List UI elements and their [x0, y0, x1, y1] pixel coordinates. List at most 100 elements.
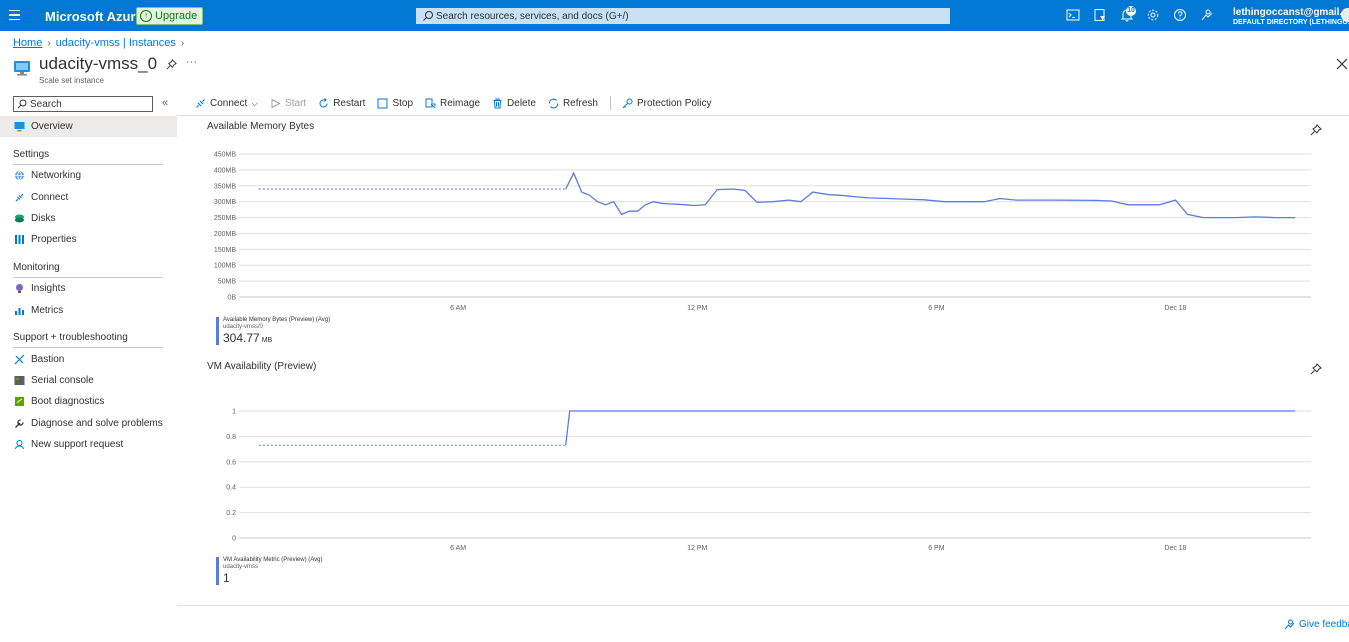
plug-icon [13, 192, 25, 204]
availability-chart-legend[interactable]: VM Availability Metric (Preview) (Avg) u… [216, 557, 322, 585]
divider [177, 605, 1349, 606]
protection-policy-label: Protection Policy [636, 97, 712, 109]
connect-label: Connect [210, 97, 248, 109]
y-tick-label: 100MB [214, 263, 237, 270]
legend-value: 1 [223, 571, 230, 585]
sidebar-search-input[interactable] [13, 96, 153, 112]
help-icon[interactable] [1173, 8, 1187, 22]
breadcrumb: Home › udacity-vmss | Instances › [13, 37, 184, 49]
sidebar-item-label: Metrics [31, 305, 64, 316]
sidebar-item-metrics[interactable]: Metrics [0, 300, 177, 321]
sidebar-item-overview[interactable]: Overview [0, 116, 177, 137]
y-tick-label: 200MB [214, 231, 237, 238]
legend-series-name: Available Memory Bytes (Preview) (Avg) [223, 317, 331, 323]
sidebar-item-boot-diagnostics[interactable]: Boot diagnostics [0, 391, 177, 412]
sidebar-item-bastion[interactable]: Bastion [0, 349, 177, 370]
sidebar-section-settings: Settings [13, 149, 163, 165]
metrics-icon [13, 305, 25, 317]
sidebar-item-properties[interactable]: Properties [0, 229, 177, 250]
sidebar-item-new-support-request[interactable]: New support request [0, 434, 177, 455]
chart-title-memory: Available Memory Bytes [207, 121, 315, 132]
start-label: Start [285, 97, 307, 109]
account-email: lethingoccanst@gmail.c... [1233, 7, 1349, 18]
search-icon [17, 99, 27, 109]
sidebar-item-label: Diagnose and solve problems [31, 418, 163, 429]
y-tick-label: 400MB [214, 167, 237, 174]
sidebar-section-support: Support + troubleshooting [13, 332, 163, 348]
serial-console-icon [13, 375, 25, 387]
sidebar-item-networking[interactable]: Networking [0, 165, 177, 186]
y-tick-label: 0.2 [226, 510, 236, 517]
account-directory: DEFAULT DIRECTORY (LETHINGO... [1233, 19, 1349, 26]
sidebar-item-connect[interactable]: Connect [0, 187, 177, 208]
sidebar-item-disks[interactable]: Disks [0, 208, 177, 229]
cloud-shell-icon[interactable] [1066, 8, 1080, 22]
feedback-icon [1284, 619, 1295, 630]
command-bar: Connect ⌵ Start Restart Stop Reimage Del… [195, 96, 723, 110]
breadcrumb-instances[interactable]: udacity-vmss | Instances [55, 37, 176, 49]
protection-policy-button[interactable]: Protection Policy [622, 98, 711, 109]
brand-name[interactable]: Microsoft Azure [45, 9, 143, 24]
delete-label: Delete [507, 97, 536, 109]
properties-icon [13, 234, 25, 246]
notifications-badge: 10 [1126, 6, 1136, 16]
y-tick-label: 450MB [214, 152, 237, 159]
stop-icon [377, 98, 388, 108]
chevron-right-icon: › [180, 37, 185, 49]
global-search-input[interactable] [416, 8, 950, 24]
chevron-down-icon: ⌵ [251, 97, 259, 108]
directory-filter-icon[interactable] [1093, 8, 1107, 22]
chart-title-availability: VM Availability (Preview) [207, 361, 317, 372]
arrow-up-icon: ↑ [140, 10, 152, 22]
restart-button[interactable]: Restart [318, 98, 365, 109]
disks-icon [13, 213, 25, 225]
delete-button[interactable]: Delete [492, 98, 536, 109]
settings-gear-icon[interactable] [1146, 8, 1160, 22]
collapse-sidebar-icon[interactable]: « [162, 97, 169, 109]
more-options-icon[interactable]: ··· [186, 56, 197, 68]
feedback-icon[interactable] [1200, 8, 1214, 22]
sidebar-item-insights[interactable]: Insights [0, 278, 177, 299]
avatar[interactable] [1341, 8, 1349, 22]
divider [177, 115, 1349, 116]
hamburger-menu-icon[interactable] [9, 7, 23, 23]
sidebar-item-diagnose[interactable]: Diagnose and solve problems [0, 413, 177, 434]
refresh-button[interactable]: Refresh [548, 98, 598, 109]
close-icon[interactable] [1336, 58, 1348, 70]
y-tick-label: 0.6 [226, 459, 236, 466]
sidebar-item-serial-console[interactable]: Serial console [0, 370, 177, 391]
x-tick-label: 12 PM [687, 545, 707, 552]
pin-icon[interactable] [1310, 124, 1322, 136]
y-tick-label: 0.4 [226, 485, 236, 492]
give-feedback-link[interactable]: Give feedbac [1284, 619, 1349, 630]
y-tick-label: 250MB [214, 215, 237, 222]
connect-button[interactable]: Connect ⌵ [195, 98, 258, 109]
reimage-button[interactable]: Reimage [425, 98, 480, 109]
memory-chart-legend[interactable]: Available Memory Bytes (Preview) (Avg) u… [216, 317, 330, 345]
wrench-icon [13, 418, 25, 430]
upgrade-button[interactable]: ↑ Upgrade [136, 7, 204, 25]
sidebar-item-label: Bastion [31, 354, 65, 365]
chevron-right-icon: › [47, 37, 51, 49]
x-tick-label: Dec 18 [1164, 545, 1186, 552]
legend-unit: MB [261, 337, 273, 344]
account-menu[interactable]: lethingoccanst@gmail.c... DEFAULT DIRECT… [1233, 7, 1349, 27]
refresh-icon [548, 98, 558, 108]
breadcrumb-home[interactable]: Home [13, 37, 43, 49]
network-icon [13, 170, 25, 182]
give-feedback-label: Give feedbac [1299, 619, 1349, 630]
toolbar-divider [609, 96, 611, 110]
x-tick-label: 6 PM [928, 305, 945, 312]
sidebar-item-label: Overview [31, 121, 73, 132]
start-button[interactable]: Start [270, 98, 306, 109]
pin-icon[interactable] [1310, 363, 1322, 375]
plug-icon [196, 98, 205, 108]
stop-button[interactable]: Stop [377, 98, 413, 109]
top-bar: Microsoft Azure ↑ Upgrade 10 lethingocca… [0, 0, 1349, 31]
pin-icon[interactable] [166, 59, 177, 70]
restart-label: Restart [333, 97, 366, 109]
legend-resource: udacity-vmss [223, 564, 259, 570]
page-title: udacity-vmss_0 [39, 54, 158, 73]
